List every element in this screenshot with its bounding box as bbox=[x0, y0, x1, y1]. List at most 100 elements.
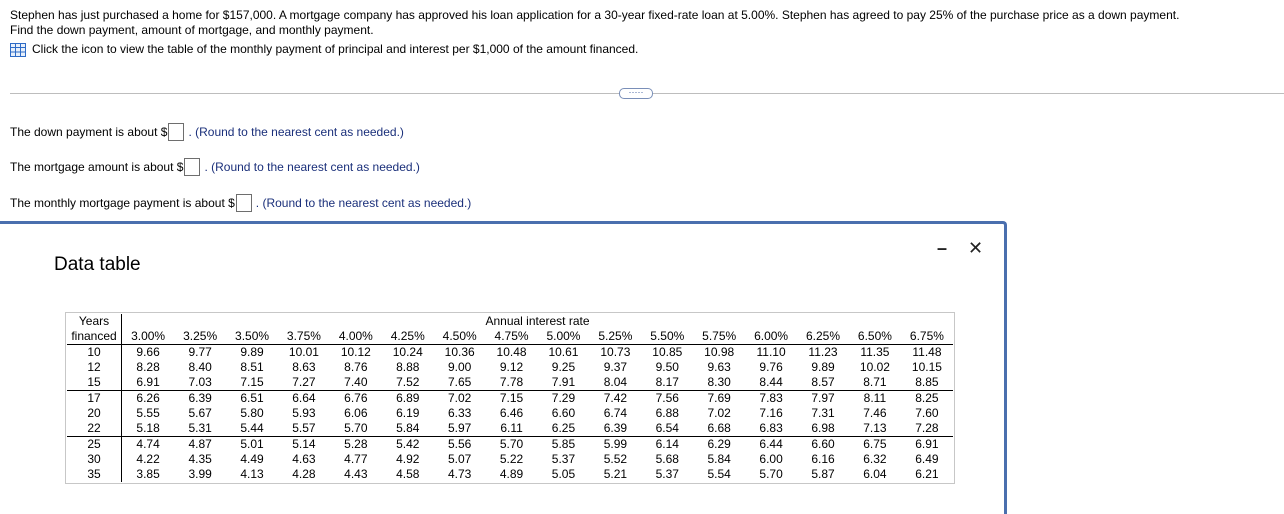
payment-cell: 6.00 bbox=[759, 452, 783, 466]
payment-cell: 5.22 bbox=[499, 452, 524, 466]
payment-cell: 5.18 bbox=[136, 421, 160, 435]
payment-cell: 5.70 bbox=[485, 436, 538, 452]
payment-cell: 7.16 bbox=[759, 406, 783, 420]
payment-cell: 6.06 bbox=[344, 406, 368, 420]
payment-cell: 6.76 bbox=[329, 390, 382, 406]
rate-column-header: 4.00% bbox=[338, 329, 373, 343]
table-row: 22 5.18 5.31 5.44 5.57 5.70 5.84 5.97 6.11 6.25 6.… bbox=[67, 421, 953, 437]
payment-cell: 6.33 bbox=[447, 406, 472, 420]
payment-cell: 6.11 bbox=[500, 421, 523, 435]
payment-cell: 6.39 bbox=[174, 390, 227, 406]
payment-cell: 7.91 bbox=[551, 375, 576, 389]
payment-cell: 4.74 bbox=[121, 436, 175, 452]
payment-cell: 7.52 bbox=[396, 375, 420, 389]
payment-cell: 5.28 bbox=[329, 436, 382, 452]
payment-cell: 7.56 bbox=[641, 390, 694, 406]
rate-column-header: 6.50% bbox=[857, 329, 892, 343]
years-cell: 12 bbox=[67, 360, 122, 375]
payment-cell: 6.46 bbox=[499, 406, 524, 420]
payment-cell: 5.07 bbox=[447, 452, 472, 466]
rate-column-header: 3.00% bbox=[131, 329, 166, 343]
payment-cell: 5.52 bbox=[603, 452, 628, 466]
payment-cell: 6.91 bbox=[136, 375, 160, 389]
payment-cell: 6.83 bbox=[759, 421, 783, 435]
table-icon[interactable] bbox=[10, 42, 26, 57]
rate-column-header: 5.50% bbox=[650, 329, 685, 343]
payment-cell: 5.80 bbox=[240, 406, 264, 420]
expand-button[interactable]: ····· bbox=[619, 88, 653, 99]
payment-cell: 5.67 bbox=[188, 406, 212, 420]
years-cell: 22 bbox=[67, 421, 122, 437]
payment-cell: 6.49 bbox=[915, 452, 939, 466]
mortgage-amount-input[interactable] bbox=[184, 158, 201, 176]
payment-cell: 5.54 bbox=[707, 467, 731, 481]
payment-cell: 5.37 bbox=[655, 467, 679, 481]
payment-cell: 8.40 bbox=[188, 360, 212, 374]
financed-header: financed bbox=[67, 329, 122, 345]
payment-cell: 7.13 bbox=[863, 421, 887, 435]
payment-cell: 5.70 bbox=[759, 467, 783, 481]
payment-cell: 8.63 bbox=[292, 360, 316, 374]
payment-cell: 5.85 bbox=[537, 436, 590, 452]
payment-cell: 7.78 bbox=[499, 375, 524, 389]
years-cell: 15 bbox=[67, 375, 122, 391]
payment-cell: 8.28 bbox=[136, 360, 160, 374]
dialog-title: Data table bbox=[54, 254, 141, 275]
payment-cell: 6.74 bbox=[603, 406, 628, 420]
payment-cell: 8.17 bbox=[655, 375, 679, 389]
payment-cell: 9.00 bbox=[447, 360, 472, 374]
payment-cell: 9.89 bbox=[811, 360, 835, 374]
payment-cell: 10.73 bbox=[589, 344, 642, 360]
payment-cell: 4.77 bbox=[344, 452, 368, 466]
years-cell: 20 bbox=[67, 406, 122, 421]
payment-cell: 5.84 bbox=[707, 452, 731, 466]
payment-cell: 10.85 bbox=[641, 344, 694, 360]
payment-cell: 7.31 bbox=[811, 406, 835, 420]
monthly-payment-input[interactable] bbox=[235, 194, 252, 212]
question-monthly-payment: The monthly mortgage payment is about $ … bbox=[10, 194, 471, 212]
payment-cell: 7.97 bbox=[797, 390, 849, 406]
payment-cell: 10.15 bbox=[911, 360, 942, 374]
payment-cell: 10.24 bbox=[381, 344, 434, 360]
table-link[interactable]: Click the icon to view the table of the … bbox=[10, 42, 1280, 57]
payment-cell: 5.37 bbox=[551, 452, 576, 466]
table-row: 30 4.22 4.35 4.49 4.63 4.77 4.92 5.07 5.22 5.37 5.… bbox=[67, 452, 953, 467]
payment-cell: 5.44 bbox=[240, 421, 264, 435]
rate-column-header: 4.75% bbox=[494, 329, 529, 343]
minimize-icon[interactable]: – bbox=[937, 238, 948, 258]
rate-header: Annual interest rate bbox=[485, 314, 590, 328]
rate-column-header: 3.75% bbox=[286, 329, 321, 343]
close-icon[interactable]: ✕ bbox=[968, 238, 984, 258]
payment-cell: 5.05 bbox=[551, 467, 576, 481]
payment-cell: 3.99 bbox=[188, 467, 212, 481]
payment-cell: 7.42 bbox=[589, 390, 642, 406]
down-payment-input[interactable] bbox=[168, 123, 185, 141]
mortgage-amount-label: The mortgage amount is about $ bbox=[10, 160, 184, 174]
table-row: 12 8.28 8.40 8.51 8.63 8.76 8.88 9.00 9.12 9.25 9.… bbox=[67, 360, 953, 375]
payment-cell: 4.13 bbox=[240, 467, 264, 481]
prompt-line-1: Stephen has just purchased a home for $1… bbox=[10, 8, 1180, 22]
down-payment-hint: . (Round to the nearest cent as needed.) bbox=[188, 125, 404, 139]
payment-cell: 8.76 bbox=[344, 360, 368, 374]
payment-cell: 9.77 bbox=[174, 344, 227, 360]
payment-cell: 7.02 bbox=[433, 390, 486, 406]
payment-cell: 6.60 bbox=[551, 406, 576, 420]
rate-column-header: 6.75% bbox=[909, 329, 944, 343]
table-row: 10 9.66 9.77 9.89 10.01 10.12 10.24 10.36 10.48 1… bbox=[67, 344, 953, 360]
payment-cell: 5.70 bbox=[344, 421, 368, 435]
years-cell: 17 bbox=[67, 390, 122, 406]
rate-column-header: 5.00% bbox=[546, 329, 581, 343]
payment-cell: 6.54 bbox=[655, 421, 679, 435]
payment-cell: 8.11 bbox=[848, 390, 901, 406]
prompt-line-2: Find the down payment, amount of mortgag… bbox=[10, 23, 374, 37]
payment-cell: 5.57 bbox=[292, 421, 316, 435]
payment-cell: 9.76 bbox=[759, 360, 783, 374]
payment-cell: 10.36 bbox=[433, 344, 486, 360]
payment-cell: 11.48 bbox=[900, 344, 953, 360]
payment-cell: 8.51 bbox=[240, 360, 264, 374]
payment-cell: 6.04 bbox=[863, 467, 887, 481]
payment-cell: 8.88 bbox=[396, 360, 420, 374]
payment-cell: 5.84 bbox=[396, 421, 420, 435]
payment-cell: 4.35 bbox=[188, 452, 212, 466]
payment-cell: 10.12 bbox=[329, 344, 382, 360]
